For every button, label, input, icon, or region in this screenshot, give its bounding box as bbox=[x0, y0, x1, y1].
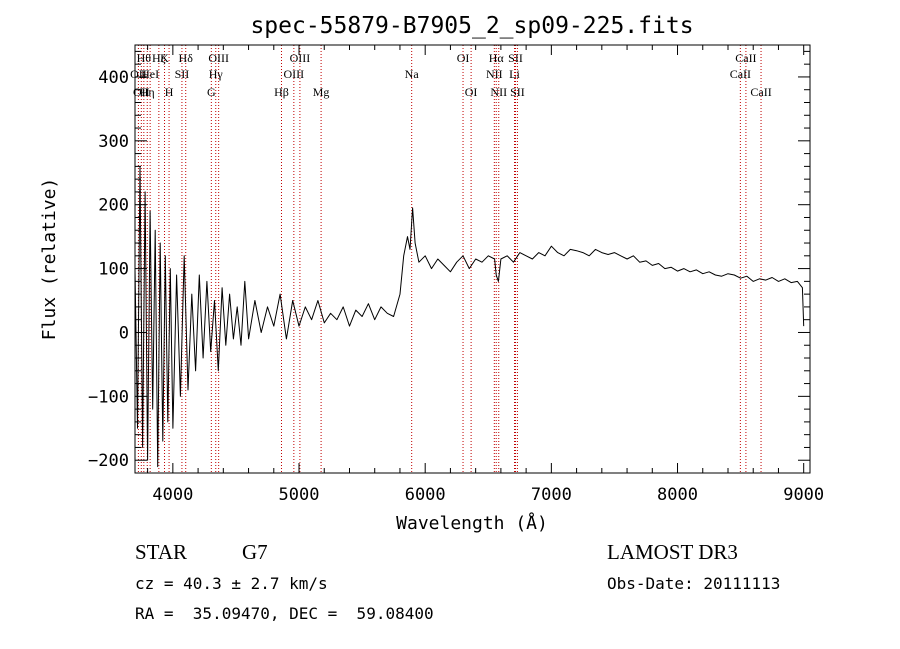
y-tick-label: 300 bbox=[98, 132, 129, 152]
spectral-line-label: SII bbox=[508, 51, 523, 65]
x-axis-label: Wavelength (Å) bbox=[396, 512, 548, 534]
spectral-line-label: Hθ bbox=[137, 51, 152, 65]
spectral-line-label: OIII bbox=[208, 51, 229, 65]
spectral-line-label: SII bbox=[175, 67, 190, 81]
x-tick-label: 4000 bbox=[152, 485, 193, 505]
x-tick-label: 6000 bbox=[405, 485, 446, 505]
y-tick-label: 100 bbox=[98, 260, 129, 280]
spectral-line-label: CaII bbox=[735, 51, 756, 65]
spectral-line-label: Na bbox=[405, 67, 420, 81]
spectral-line-label: OIII bbox=[284, 67, 305, 81]
spectral-lines-layer bbox=[137, 45, 762, 473]
spectral-line-label: K bbox=[160, 51, 169, 65]
spectral-line-label: OII bbox=[130, 67, 147, 81]
x-tick-label: 9000 bbox=[783, 485, 824, 505]
spectrum-line bbox=[134, 165, 805, 468]
spectral-line-label: Hβ bbox=[274, 85, 289, 99]
y-tick-label: −100 bbox=[88, 387, 129, 407]
spectral-line-label: Mg bbox=[313, 85, 330, 99]
spectral-line-label: Hζ bbox=[152, 51, 166, 65]
axis-ticks-layer: 4000 5000 6000 7000 8000 9000 −200 −100 0 100 200 3… bbox=[88, 45, 824, 505]
plot-frame bbox=[134, 44, 811, 474]
survey-name: LAMOST DR3 bbox=[607, 540, 738, 564]
x-tick-label: 7000 bbox=[531, 485, 572, 505]
spectral-line-label: Li bbox=[509, 67, 520, 81]
observation-date: Obs-Date: 20111113 bbox=[607, 574, 781, 593]
spectral-line-label: HeI bbox=[141, 67, 159, 81]
spectral-line-label: CaII bbox=[730, 67, 751, 81]
spectral-line-label: Hη bbox=[140, 85, 155, 99]
spectral-line-label: SII bbox=[510, 85, 525, 99]
y-tick-label: 0 bbox=[119, 323, 129, 343]
spectral-line-label: OIII bbox=[290, 51, 311, 65]
spectrum-layer bbox=[134, 165, 805, 468]
x-tick-label: 8000 bbox=[657, 485, 698, 505]
coordinates-info: RA = 35.09470, DEC = 59.08400 bbox=[135, 604, 434, 623]
redshift-info: cz = 40.3 ± 2.7 km/s bbox=[135, 574, 328, 593]
chart-title: spec-55879-B7905_2_sp09-225.fits bbox=[250, 13, 693, 39]
spectral-line-label: OII bbox=[133, 85, 150, 99]
x-tick-label: 5000 bbox=[279, 485, 320, 505]
spectral-line-label: H bbox=[165, 85, 174, 99]
spectral-line-label: NII bbox=[490, 85, 507, 99]
object-class: STAR bbox=[135, 540, 187, 564]
spectral-line-label: Hγ bbox=[209, 67, 224, 81]
spectral-line-label: NII bbox=[486, 67, 503, 81]
spectral-line-label: Hα bbox=[489, 51, 505, 65]
y-tick-label: 400 bbox=[98, 68, 129, 88]
spectral-line-labels-layer: OIIOIIHθHηHeIHζKHSIIHδGHγOIIIHβOIIIOIIIM… bbox=[130, 51, 772, 99]
spectral-line-label: OI bbox=[457, 51, 470, 65]
spectral-line-label: G bbox=[207, 85, 216, 99]
spectral-line-label: Hδ bbox=[179, 51, 194, 65]
object-subclass: G7 bbox=[242, 540, 268, 564]
y-tick-label: −200 bbox=[88, 451, 129, 471]
spectral-line-label: CaII bbox=[750, 85, 771, 99]
y-axis-label: Flux (relative) bbox=[39, 178, 60, 341]
spectral-line-label: OI bbox=[465, 85, 478, 99]
y-tick-label: 200 bbox=[98, 196, 129, 216]
